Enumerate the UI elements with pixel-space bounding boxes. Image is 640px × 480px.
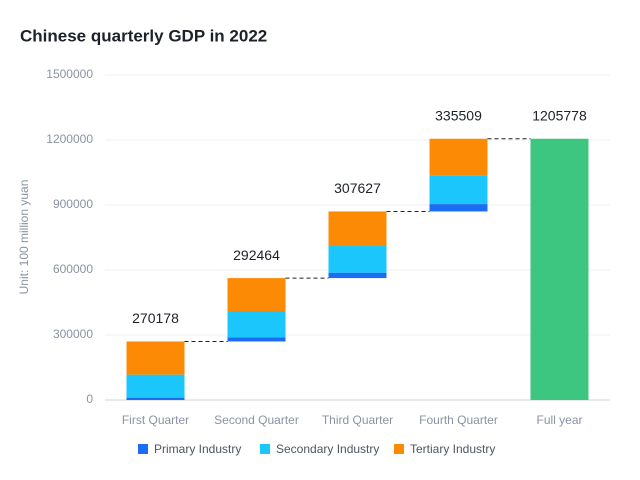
y-tick-label: 0 [86, 392, 93, 406]
legend-label: Primary Industry [154, 442, 241, 456]
value-label: 270178 [132, 310, 179, 326]
bar-segment [126, 341, 185, 375]
x-tick-label: Third Quarter [322, 413, 393, 427]
y-tick-label: 600000 [53, 262, 93, 276]
bar-segment [227, 337, 286, 342]
x-tick-label: First Quarter [122, 413, 189, 427]
legend-swatch [394, 444, 404, 454]
value-label: 307627 [334, 180, 381, 196]
x-tick-label: Full year [536, 413, 582, 427]
y-tick-label: 900000 [53, 197, 93, 211]
x-tick-label: Second Quarter [214, 413, 299, 427]
bar-segment [227, 278, 286, 311]
bar-segment [227, 310, 286, 338]
bar [530, 138, 589, 400]
y-tick-label: 1200000 [46, 132, 93, 146]
x-tick-label: Fourth Quarter [419, 413, 498, 427]
legend-label: Tertiary Industry [410, 442, 495, 456]
legend-swatch [260, 444, 270, 454]
bar-segment [126, 397, 185, 400]
value-label: 292464 [233, 247, 280, 263]
chart-title: Chinese quarterly GDP in 2022 [20, 26, 267, 45]
bar-segment [126, 374, 185, 398]
value-label: 335509 [435, 107, 482, 123]
legend-swatch [138, 444, 148, 454]
bar-segment [429, 204, 488, 212]
bar-segment [328, 246, 387, 273]
y-tick-label: 300000 [53, 327, 93, 341]
value-label: 1205778 [532, 107, 587, 123]
legend-label: Secondary Industry [276, 442, 379, 456]
bar-segment [328, 211, 387, 247]
bar-segment [328, 272, 387, 279]
y-axis-label: Unit: 100 million yuan [17, 180, 31, 295]
y-tick-label: 1500000 [46, 67, 93, 81]
bar-segment [429, 175, 488, 205]
bar-segment [429, 138, 488, 176]
